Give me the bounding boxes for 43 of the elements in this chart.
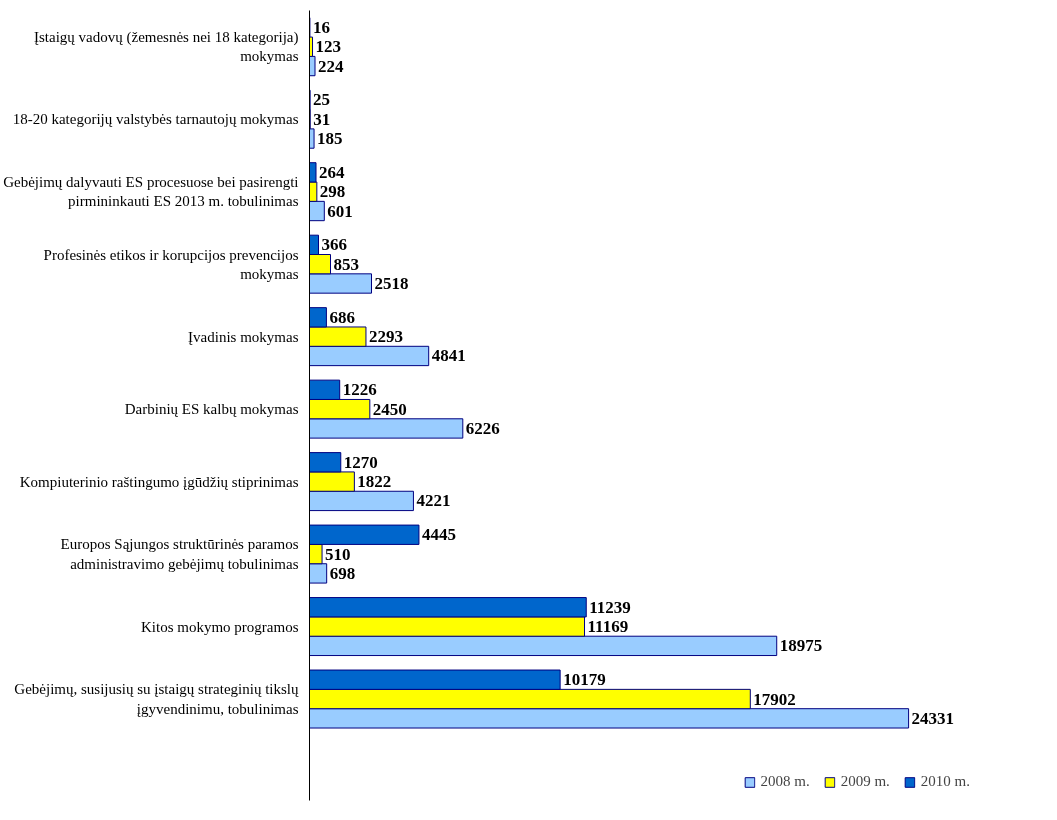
data-label: 366	[321, 235, 348, 255]
y-tick-label: Darbinių ES kalbų mokymas	[124, 401, 299, 418]
data-label: 4445	[421, 525, 456, 545]
y-tick-label: Europos Sąjungos struktūrinės paramos administravimo gebėjimų tobulinimas	[60, 536, 299, 572]
data-label: 11169	[587, 617, 629, 637]
y-tick-label: Profesinės etikos ir korupcijos prevencijos mokymas	[43, 246, 299, 282]
data-label: 601	[327, 201, 353, 221]
data-label: 698	[329, 563, 356, 583]
legend-label: 2010 m.	[920, 773, 970, 790]
data-label: 853	[333, 254, 359, 274]
y-tick-label: Kompiuterinio raštingumo įgūdžių stiprinimas	[19, 473, 299, 490]
data-label: 2293	[368, 327, 403, 347]
data-label: 298	[319, 182, 346, 202]
data-label: 686	[329, 307, 355, 327]
y-tick-label: Kitos mokymo programos	[141, 618, 299, 635]
y-tick-label: Įstaigų vadovų (žemesnės nei 18 kategorija) mokymas	[34, 29, 299, 65]
data-label: 510	[325, 544, 351, 564]
data-label: 4841	[431, 346, 466, 366]
y-tick-label: Įvadinis mokymas	[188, 328, 299, 345]
data-label: 11239	[589, 597, 631, 617]
y-tick-label: Gebėjimų dalyvauti ES procesuose bei pasirengti pirmininkauti ES 2013 m. tobulinimas	[3, 174, 299, 210]
data-label: 2518	[374, 274, 409, 293]
data-label: 24331	[911, 708, 955, 728]
data-label: 16	[312, 17, 330, 37]
y-tick-label: 18-20 kategorijų valstybės tarnautojų mokymas	[12, 111, 299, 128]
legend-label: 2009 m.	[840, 773, 890, 790]
data-label: 123	[315, 37, 342, 57]
data-label: 2450	[372, 399, 407, 419]
data-label: 1270	[343, 452, 378, 472]
data-label: 1226	[342, 380, 377, 400]
data-label: 224	[318, 56, 345, 76]
data-label: 10179	[563, 670, 606, 690]
data-label: 4221	[416, 491, 451, 511]
data-label: 185	[317, 129, 343, 149]
legend-label: 2008 m.	[760, 773, 810, 790]
data-label: 18975	[779, 636, 823, 656]
data-label: 264	[319, 162, 345, 182]
y-tick-label: Gebėjimų, susijusių su įstaigų strateginių tikslų įgyvendinimu, tobulinimas	[14, 681, 299, 717]
data-label: 1822	[357, 472, 392, 492]
data-label: 17902	[753, 689, 796, 709]
data-label: 6226	[465, 418, 500, 438]
data-label: 31	[313, 109, 331, 129]
data-label: 25	[313, 90, 331, 110]
